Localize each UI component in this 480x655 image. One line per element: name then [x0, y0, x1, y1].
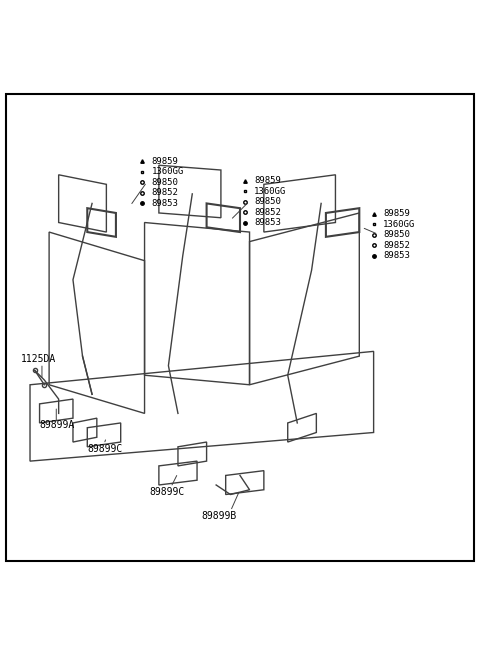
Text: 89853: 89853 [152, 199, 179, 208]
Text: 89899A: 89899A [39, 421, 75, 430]
Text: 89850: 89850 [383, 231, 410, 240]
Text: 89899B: 89899B [202, 511, 237, 521]
Text: 89852: 89852 [383, 241, 410, 250]
Text: 89899C: 89899C [87, 444, 122, 454]
Text: 89859: 89859 [152, 157, 179, 166]
Text: 89852: 89852 [254, 208, 281, 217]
Text: 89850: 89850 [152, 178, 179, 187]
Text: 1360GG: 1360GG [383, 220, 415, 229]
Text: 89852: 89852 [152, 189, 179, 197]
Text: 89859: 89859 [383, 210, 410, 218]
Text: 1360GG: 1360GG [152, 168, 184, 176]
Text: 89853: 89853 [383, 252, 410, 261]
Text: 89853: 89853 [254, 218, 281, 227]
Text: 1360GG: 1360GG [254, 187, 287, 195]
Text: 89859: 89859 [254, 176, 281, 185]
Text: 89850: 89850 [254, 197, 281, 206]
Text: 89899C: 89899C [149, 487, 185, 497]
Text: 1125DA: 1125DA [21, 354, 56, 364]
